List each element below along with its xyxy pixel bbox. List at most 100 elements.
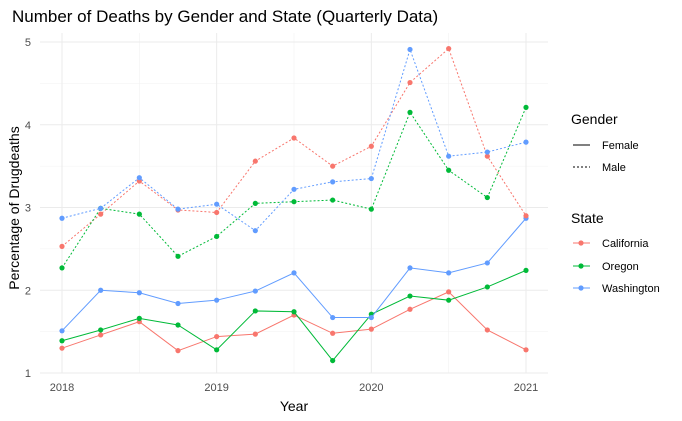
data-point-oregon-male	[446, 167, 452, 173]
data-point-california-female	[407, 306, 413, 312]
data-point-oregon-female	[214, 347, 220, 353]
data-point-washington-male	[59, 215, 65, 221]
data-point-oregon-female	[252, 308, 258, 314]
series-layer	[59, 46, 529, 364]
data-point-washington-female	[484, 260, 490, 266]
data-point-california-male	[214, 209, 220, 216]
legend-key-point-oregon	[578, 263, 584, 269]
data-point-washington-female	[446, 270, 452, 276]
data-point-oregon-female	[175, 322, 181, 328]
y-tick-label: 3	[25, 203, 31, 215]
data-point-california-female	[330, 330, 336, 336]
y-tick-label: 4	[25, 120, 31, 132]
data-point-washington-male	[175, 206, 181, 212]
data-point-oregon-male	[136, 211, 142, 217]
legend-label-male: Male	[602, 162, 626, 174]
axis-ticks: 1 2 3 4 5 2018 2019 2020 2021	[25, 37, 538, 394]
legend-title-state: State	[571, 210, 604, 226]
data-point-california-female	[368, 326, 374, 332]
data-point-california-male	[446, 46, 452, 52]
series-washington-female	[59, 215, 529, 334]
data-point-oregon-female	[136, 315, 142, 321]
legend-label-washington: Washington	[602, 283, 660, 295]
data-point-oregon-female	[484, 284, 490, 290]
data-point-oregon-female	[291, 309, 297, 315]
data-point-oregon-male	[291, 199, 297, 205]
series-california-male	[59, 46, 529, 249]
data-point-california-female	[523, 347, 529, 353]
data-point-oregon-female	[59, 338, 65, 344]
data-point-california-female	[214, 333, 220, 340]
data-point-california-male	[368, 143, 374, 149]
data-point-oregon-female	[407, 293, 413, 299]
data-point-washington-male	[484, 149, 490, 155]
data-point-washington-male	[330, 179, 336, 185]
data-point-oregon-male	[59, 265, 65, 271]
chart-title: Number of Deaths by Gender and State (Qu…	[12, 7, 438, 26]
data-point-california-female	[175, 348, 181, 354]
legend-label-oregon: Oregon	[602, 261, 639, 273]
data-point-california-female	[252, 331, 258, 337]
data-point-washington-female	[407, 265, 413, 271]
data-point-washington-male	[136, 175, 142, 181]
x-tick-label: 2020	[359, 382, 383, 394]
data-point-california-male	[523, 213, 529, 219]
data-point-washington-female	[98, 287, 104, 293]
data-point-california-male	[98, 211, 104, 217]
data-point-washington-female	[59, 328, 65, 334]
y-axis-title: Percentage of Drugdeaths	[6, 126, 22, 289]
data-point-oregon-female	[523, 267, 529, 273]
data-point-california-female	[59, 345, 65, 351]
data-point-washington-female	[291, 270, 297, 276]
series-washington-male	[59, 46, 529, 234]
data-point-washington-male	[368, 175, 374, 182]
legend-key-point-washington	[578, 285, 584, 291]
data-point-oregon-male	[175, 253, 181, 259]
legend-key-point-california	[578, 240, 584, 246]
data-point-oregon-male	[484, 194, 490, 201]
legend: Gender Female Male State California Oreg…	[571, 111, 660, 295]
data-point-washington-male	[98, 205, 104, 211]
series-oregon-female	[59, 267, 529, 364]
data-point-washington-female	[330, 314, 336, 321]
legend-label-california: California	[602, 238, 649, 250]
data-point-oregon-male	[252, 200, 258, 206]
x-tick-label: 2018	[50, 382, 74, 394]
data-point-oregon-male	[523, 104, 529, 110]
data-point-oregon-male	[330, 197, 336, 203]
data-point-washington-male	[214, 201, 220, 207]
data-point-california-female	[446, 289, 452, 295]
x-tick-label: 2021	[514, 382, 538, 394]
data-point-washington-male	[407, 46, 413, 53]
x-axis-title: Year	[280, 398, 309, 414]
data-point-oregon-male	[214, 233, 220, 240]
x-tick-label: 2019	[204, 382, 228, 394]
data-point-oregon-female	[330, 357, 336, 364]
data-point-washington-female	[368, 314, 374, 321]
data-point-california-male	[407, 79, 413, 86]
data-point-washington-female	[214, 297, 220, 303]
data-point-california-male	[59, 243, 65, 249]
data-point-washington-female	[175, 300, 181, 307]
legend-title-gender: Gender	[571, 111, 618, 127]
y-tick-label: 1	[25, 368, 31, 380]
data-point-washington-male	[252, 228, 258, 234]
data-point-washington-female	[252, 288, 258, 294]
y-tick-label: 5	[25, 37, 31, 49]
data-point-washington-female	[136, 290, 142, 296]
data-point-california-male	[252, 158, 258, 164]
data-point-washington-male	[291, 186, 297, 192]
data-point-washington-male	[523, 139, 529, 145]
data-point-oregon-male	[368, 206, 374, 212]
data-point-california-female	[484, 327, 490, 333]
data-point-california-male	[291, 135, 297, 141]
data-point-california-male	[484, 153, 490, 159]
data-point-oregon-female	[98, 327, 104, 333]
data-point-washington-male	[446, 153, 452, 159]
data-point-oregon-male	[407, 109, 413, 115]
legend-label-female: Female	[602, 140, 639, 152]
data-point-california-male	[330, 163, 336, 169]
y-tick-label: 2	[25, 285, 31, 297]
data-point-california-female	[98, 332, 104, 338]
